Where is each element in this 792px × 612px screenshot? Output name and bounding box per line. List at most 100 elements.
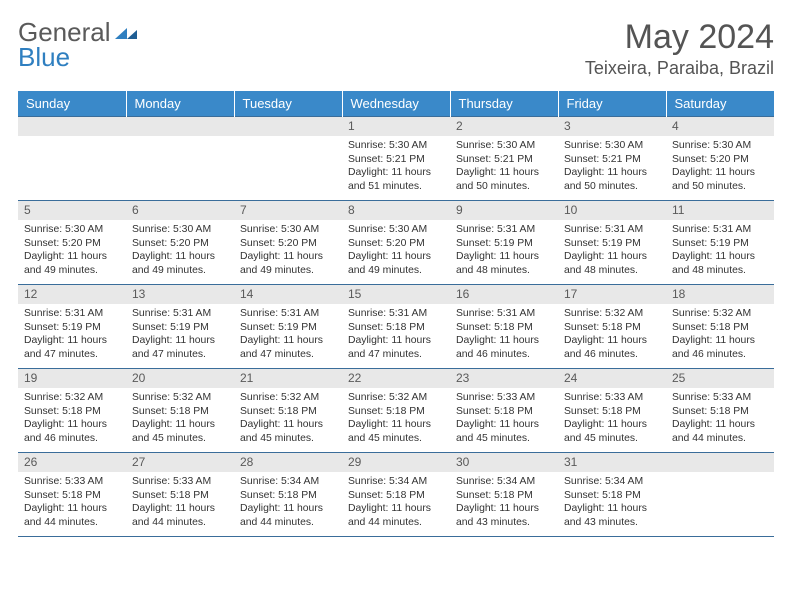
calendar-cell: 29Sunrise: 5:34 AMSunset: 5:18 PMDayligh…	[342, 452, 450, 536]
day-body: Sunrise: 5:33 AMSunset: 5:18 PMDaylight:…	[126, 472, 234, 532]
calendar-cell: 10Sunrise: 5:31 AMSunset: 5:19 PMDayligh…	[558, 200, 666, 284]
day-number: 11	[666, 201, 774, 220]
calendar-cell: 25Sunrise: 5:33 AMSunset: 5:18 PMDayligh…	[666, 368, 774, 452]
month-title: May 2024	[585, 20, 774, 56]
weekday-header: Monday	[126, 91, 234, 117]
weekday-header: Thursday	[450, 91, 558, 117]
calendar-cell: 6Sunrise: 5:30 AMSunset: 5:20 PMDaylight…	[126, 200, 234, 284]
day-body: Sunrise: 5:32 AMSunset: 5:18 PMDaylight:…	[342, 388, 450, 448]
title-block: May 2024 Teixeira, Paraiba, Brazil	[585, 20, 774, 79]
weekday-header: Tuesday	[234, 91, 342, 117]
calendar-cell	[666, 452, 774, 536]
day-number: 18	[666, 285, 774, 304]
day-number: 16	[450, 285, 558, 304]
day-body: Sunrise: 5:30 AMSunset: 5:20 PMDaylight:…	[18, 220, 126, 280]
calendar-cell: 24Sunrise: 5:33 AMSunset: 5:18 PMDayligh…	[558, 368, 666, 452]
calendar-table: SundayMondayTuesdayWednesdayThursdayFrid…	[18, 91, 774, 537]
day-number: 4	[666, 117, 774, 136]
calendar-cell	[18, 116, 126, 200]
weekday-header-row: SundayMondayTuesdayWednesdayThursdayFrid…	[18, 91, 774, 117]
calendar-cell: 15Sunrise: 5:31 AMSunset: 5:18 PMDayligh…	[342, 284, 450, 368]
day-number: 10	[558, 201, 666, 220]
logo-mark-icon	[115, 20, 141, 45]
calendar-cell: 17Sunrise: 5:32 AMSunset: 5:18 PMDayligh…	[558, 284, 666, 368]
calendar-cell: 1Sunrise: 5:30 AMSunset: 5:21 PMDaylight…	[342, 116, 450, 200]
day-number: 2	[450, 117, 558, 136]
calendar-body: 1 Sunrise: 5:30 AMSunset: 5:21 PMDaylight…	[18, 116, 774, 536]
day-body: Sunrise: 5:31 AMSunset: 5:19 PMDaylight:…	[558, 220, 666, 280]
day-body: Sunrise: 5:33 AMSunset: 5:18 PMDaylight:…	[558, 388, 666, 448]
calendar-cell	[234, 116, 342, 200]
location-text: Teixeira, Paraiba, Brazil	[585, 58, 774, 79]
calendar-cell: 13Sunrise: 5:31 AMSunset: 5:19 PMDayligh…	[126, 284, 234, 368]
logo: GeneralBlue	[18, 20, 141, 69]
day-number: 8	[342, 201, 450, 220]
calendar-cell: 27Sunrise: 5:33 AMSunset: 5:18 PMDayligh…	[126, 452, 234, 536]
day-number: 3	[558, 117, 666, 136]
day-number: 23	[450, 369, 558, 388]
day-body: Sunrise: 5:32 AMSunset: 5:18 PMDaylight:…	[234, 388, 342, 448]
calendar-cell: 12Sunrise: 5:31 AMSunset: 5:19 PMDayligh…	[18, 284, 126, 368]
day-body: Sunrise: 5:32 AMSunset: 5:18 PMDaylight:…	[18, 388, 126, 448]
calendar-cell: 26Sunrise: 5:33 AMSunset: 5:18 PMDayligh…	[18, 452, 126, 536]
day-number: 12	[18, 285, 126, 304]
day-number-empty	[18, 117, 126, 136]
day-body: Sunrise: 5:31 AMSunset: 5:19 PMDaylight:…	[666, 220, 774, 280]
day-body: Sunrise: 5:30 AMSunset: 5:21 PMDaylight:…	[558, 136, 666, 196]
logo-word2: Blue	[18, 42, 70, 72]
day-body: Sunrise: 5:32 AMSunset: 5:18 PMDaylight:…	[126, 388, 234, 448]
day-body: Sunrise: 5:31 AMSunset: 5:18 PMDaylight:…	[342, 304, 450, 364]
day-number: 29	[342, 453, 450, 472]
calendar-row: 5Sunrise: 5:30 AMSunset: 5:20 PMDaylight…	[18, 200, 774, 284]
weekday-header: Friday	[558, 91, 666, 117]
day-body: Sunrise: 5:30 AMSunset: 5:20 PMDaylight:…	[234, 220, 342, 280]
day-body: Sunrise: 5:30 AMSunset: 5:20 PMDaylight:…	[342, 220, 450, 280]
calendar-cell: 19Sunrise: 5:32 AMSunset: 5:18 PMDayligh…	[18, 368, 126, 452]
day-number: 6	[126, 201, 234, 220]
day-body: Sunrise: 5:30 AMSunset: 5:20 PMDaylight:…	[126, 220, 234, 280]
day-number: 26	[18, 453, 126, 472]
day-number: 24	[558, 369, 666, 388]
weekday-header: Saturday	[666, 91, 774, 117]
day-number: 27	[126, 453, 234, 472]
day-number: 7	[234, 201, 342, 220]
calendar-cell: 8Sunrise: 5:30 AMSunset: 5:20 PMDaylight…	[342, 200, 450, 284]
calendar-cell: 20Sunrise: 5:32 AMSunset: 5:18 PMDayligh…	[126, 368, 234, 452]
day-body: Sunrise: 5:31 AMSunset: 5:19 PMDaylight:…	[234, 304, 342, 364]
day-number: 1	[342, 117, 450, 136]
calendar-cell: 16Sunrise: 5:31 AMSunset: 5:18 PMDayligh…	[450, 284, 558, 368]
day-number: 13	[126, 285, 234, 304]
day-body: Sunrise: 5:32 AMSunset: 5:18 PMDaylight:…	[666, 304, 774, 364]
day-number: 14	[234, 285, 342, 304]
day-number: 20	[126, 369, 234, 388]
day-number: 31	[558, 453, 666, 472]
day-number: 22	[342, 369, 450, 388]
calendar-row: 12Sunrise: 5:31 AMSunset: 5:19 PMDayligh…	[18, 284, 774, 368]
day-body: Sunrise: 5:33 AMSunset: 5:18 PMDaylight:…	[18, 472, 126, 532]
calendar-cell: 3Sunrise: 5:30 AMSunset: 5:21 PMDaylight…	[558, 116, 666, 200]
day-number: 5	[18, 201, 126, 220]
calendar-cell: 5Sunrise: 5:30 AMSunset: 5:20 PMDaylight…	[18, 200, 126, 284]
day-number: 9	[450, 201, 558, 220]
day-number-empty	[126, 117, 234, 136]
calendar-cell: 9Sunrise: 5:31 AMSunset: 5:19 PMDaylight…	[450, 200, 558, 284]
calendar-cell: 22Sunrise: 5:32 AMSunset: 5:18 PMDayligh…	[342, 368, 450, 452]
day-body: Sunrise: 5:31 AMSunset: 5:19 PMDaylight:…	[18, 304, 126, 364]
day-body: Sunrise: 5:31 AMSunset: 5:19 PMDaylight:…	[450, 220, 558, 280]
day-body: Sunrise: 5:33 AMSunset: 5:18 PMDaylight:…	[450, 388, 558, 448]
calendar-cell: 23Sunrise: 5:33 AMSunset: 5:18 PMDayligh…	[450, 368, 558, 452]
day-body: Sunrise: 5:31 AMSunset: 5:19 PMDaylight:…	[126, 304, 234, 364]
calendar-cell	[126, 116, 234, 200]
day-body: Sunrise: 5:34 AMSunset: 5:18 PMDaylight:…	[450, 472, 558, 532]
day-body: Sunrise: 5:32 AMSunset: 5:18 PMDaylight:…	[558, 304, 666, 364]
day-number: 30	[450, 453, 558, 472]
page-header: GeneralBlue May 2024 Teixeira, Paraiba, …	[18, 20, 774, 79]
calendar-cell: 18Sunrise: 5:32 AMSunset: 5:18 PMDayligh…	[666, 284, 774, 368]
calendar-cell: 14Sunrise: 5:31 AMSunset: 5:19 PMDayligh…	[234, 284, 342, 368]
day-number: 19	[18, 369, 126, 388]
weekday-header: Sunday	[18, 91, 126, 117]
calendar-cell: 2Sunrise: 5:30 AMSunset: 5:21 PMDaylight…	[450, 116, 558, 200]
day-number: 28	[234, 453, 342, 472]
calendar-cell: 28Sunrise: 5:34 AMSunset: 5:18 PMDayligh…	[234, 452, 342, 536]
day-number: 25	[666, 369, 774, 388]
